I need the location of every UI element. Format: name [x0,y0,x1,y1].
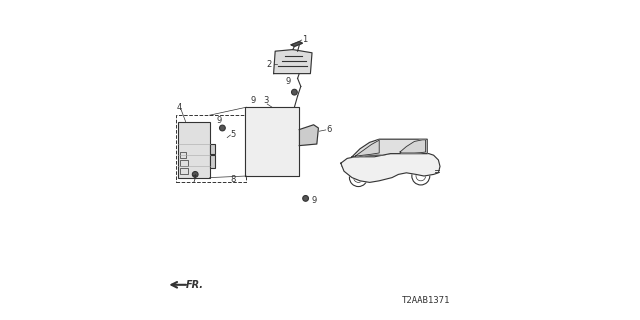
Circle shape [253,113,259,118]
Text: 9: 9 [286,77,291,86]
Circle shape [220,125,225,131]
Polygon shape [355,140,380,156]
Text: 7: 7 [191,175,196,184]
Polygon shape [400,140,426,153]
Circle shape [192,172,198,177]
Text: 3: 3 [263,96,268,105]
Bar [259,126,285,155]
Polygon shape [291,42,302,46]
Bar [180,160,188,166]
Circle shape [303,196,308,201]
Text: T2AAB1371: T2AAB1371 [401,296,450,305]
Text: 9: 9 [250,96,255,105]
Text: 4: 4 [177,103,182,112]
Text: 5: 5 [230,130,236,139]
Polygon shape [245,107,300,176]
Bar [210,144,215,154]
Text: 8: 8 [230,175,236,184]
Text: 6: 6 [326,125,332,134]
Bar [180,168,188,174]
Polygon shape [300,125,319,146]
Bar [210,155,215,168]
Text: 9: 9 [312,196,317,204]
Polygon shape [352,139,428,157]
Text: 1: 1 [302,35,308,44]
Text: 9: 9 [216,116,222,124]
Circle shape [292,89,297,95]
Bar [180,152,186,158]
Bar [285,62,298,72]
Bar [340,162,344,166]
Bar [433,165,438,169]
Circle shape [398,140,403,145]
Bar [176,115,246,182]
Bar [178,122,210,178]
Polygon shape [340,154,440,182]
Text: 2: 2 [267,60,272,68]
Polygon shape [274,50,312,74]
Text: FR.: FR. [186,280,204,290]
